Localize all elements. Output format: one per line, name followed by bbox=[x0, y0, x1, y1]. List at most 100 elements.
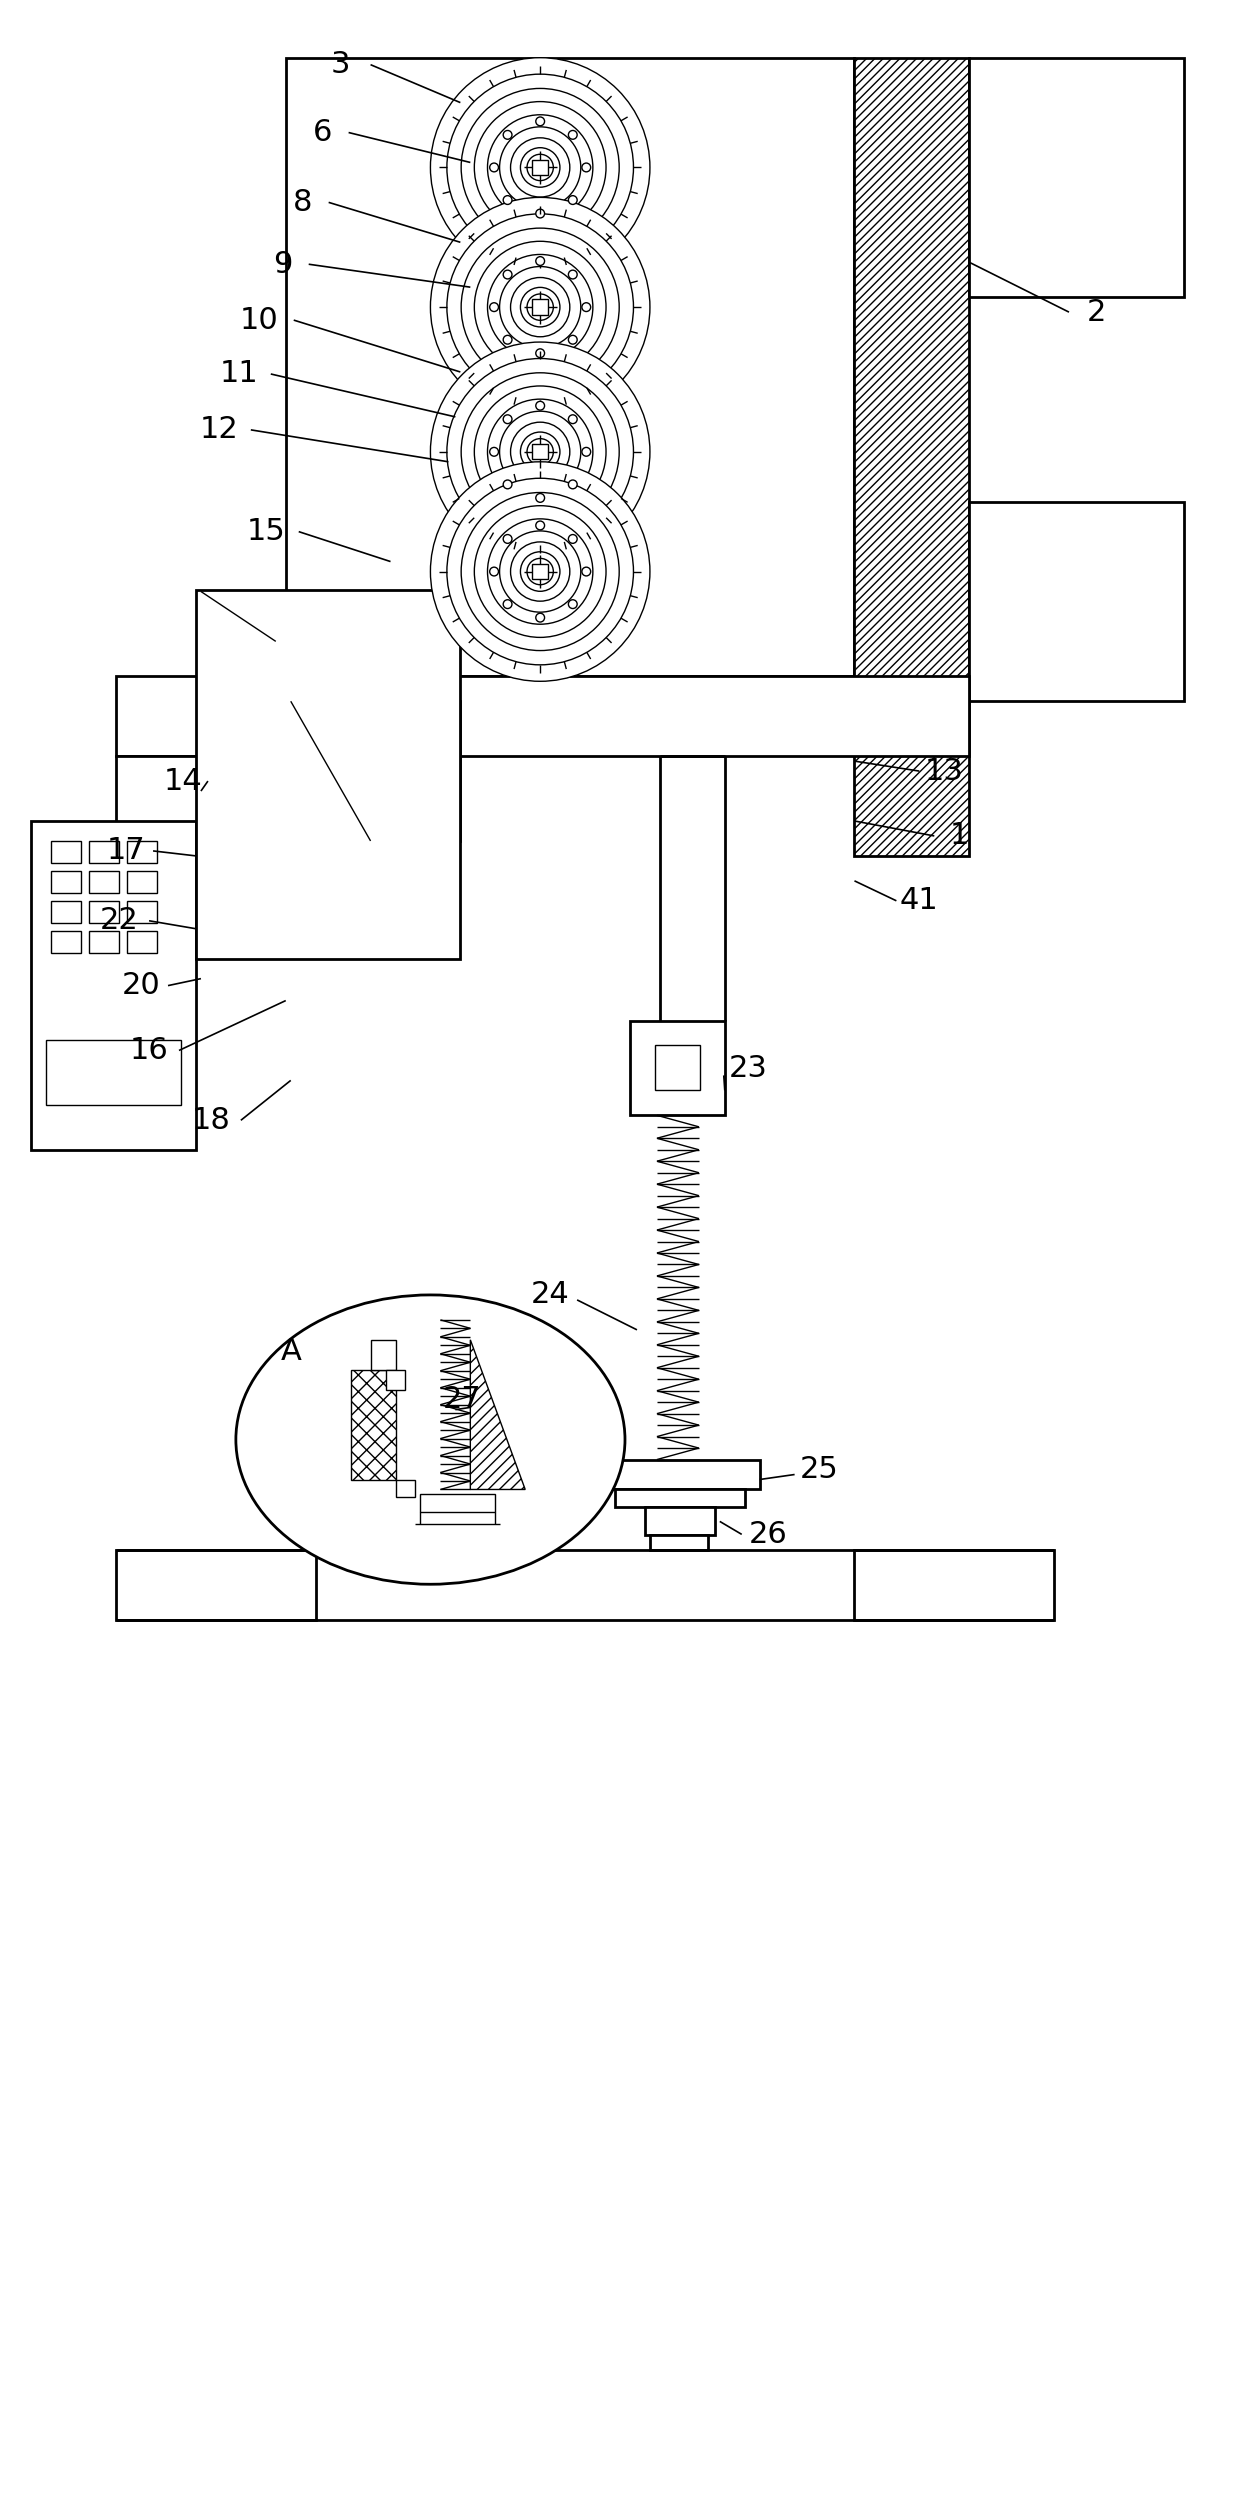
Circle shape bbox=[503, 335, 512, 345]
Bar bbox=[290, 702, 371, 840]
Circle shape bbox=[527, 438, 553, 465]
Bar bbox=[51, 931, 81, 954]
Circle shape bbox=[568, 196, 577, 204]
Circle shape bbox=[500, 410, 580, 493]
Bar bbox=[532, 445, 548, 460]
Circle shape bbox=[430, 196, 650, 418]
Circle shape bbox=[521, 148, 560, 186]
Circle shape bbox=[487, 518, 593, 624]
Text: 23: 23 bbox=[728, 1054, 768, 1082]
Circle shape bbox=[568, 269, 577, 279]
Circle shape bbox=[511, 541, 570, 601]
Bar bbox=[600, 1459, 760, 1489]
Bar bbox=[420, 1495, 495, 1512]
Text: 20: 20 bbox=[122, 971, 160, 1001]
Bar bbox=[46, 1042, 181, 1105]
Text: 10: 10 bbox=[239, 304, 278, 335]
Circle shape bbox=[487, 400, 593, 506]
Bar bbox=[970, 58, 1184, 297]
Circle shape bbox=[475, 385, 606, 518]
Circle shape bbox=[511, 423, 570, 481]
Bar bbox=[396, 1479, 415, 1497]
Circle shape bbox=[536, 350, 544, 357]
Circle shape bbox=[446, 73, 634, 262]
Bar bbox=[970, 501, 1184, 702]
Bar bbox=[351, 1369, 396, 1479]
Bar bbox=[223, 757, 278, 795]
Text: 22: 22 bbox=[99, 906, 139, 936]
Bar bbox=[51, 871, 81, 893]
Circle shape bbox=[503, 415, 512, 423]
Text: 41: 41 bbox=[900, 886, 939, 916]
Circle shape bbox=[521, 551, 560, 591]
Text: 3: 3 bbox=[331, 50, 351, 78]
Circle shape bbox=[430, 342, 650, 561]
Circle shape bbox=[521, 287, 560, 327]
Circle shape bbox=[503, 481, 512, 488]
Bar bbox=[128, 901, 157, 923]
Circle shape bbox=[536, 521, 544, 531]
Bar bbox=[371, 702, 460, 840]
Bar bbox=[532, 299, 548, 314]
Bar bbox=[655, 1047, 699, 1089]
Circle shape bbox=[582, 448, 590, 455]
Bar bbox=[51, 901, 81, 923]
Circle shape bbox=[527, 153, 553, 181]
Circle shape bbox=[475, 101, 606, 234]
Text: 1: 1 bbox=[950, 820, 968, 850]
Text: 18: 18 bbox=[191, 1107, 231, 1135]
Circle shape bbox=[568, 335, 577, 345]
Bar bbox=[89, 871, 119, 893]
Bar bbox=[854, 58, 970, 855]
Circle shape bbox=[487, 116, 593, 219]
Bar bbox=[117, 677, 970, 757]
Text: 27: 27 bbox=[443, 1386, 481, 1414]
Circle shape bbox=[490, 566, 498, 576]
Bar bbox=[532, 159, 548, 176]
Circle shape bbox=[475, 242, 606, 372]
Bar bbox=[201, 642, 290, 757]
Text: 26: 26 bbox=[748, 1520, 787, 1550]
Circle shape bbox=[521, 433, 560, 470]
Circle shape bbox=[582, 164, 590, 171]
Text: 14: 14 bbox=[164, 767, 202, 795]
Text: 25: 25 bbox=[800, 1454, 839, 1484]
Circle shape bbox=[500, 267, 580, 347]
Circle shape bbox=[490, 302, 498, 312]
Circle shape bbox=[446, 214, 634, 400]
Text: 9: 9 bbox=[273, 249, 293, 279]
Circle shape bbox=[568, 481, 577, 488]
Bar bbox=[89, 931, 119, 954]
Circle shape bbox=[511, 277, 570, 337]
Circle shape bbox=[461, 88, 619, 247]
Text: A: A bbox=[280, 1339, 301, 1366]
Circle shape bbox=[503, 196, 512, 204]
Circle shape bbox=[487, 254, 593, 360]
Circle shape bbox=[446, 478, 634, 664]
Bar bbox=[196, 589, 460, 959]
Polygon shape bbox=[470, 1341, 526, 1489]
Circle shape bbox=[503, 269, 512, 279]
Text: 8: 8 bbox=[293, 189, 312, 216]
Bar bbox=[89, 840, 119, 863]
Bar bbox=[630, 1021, 724, 1115]
Circle shape bbox=[527, 559, 553, 584]
Circle shape bbox=[536, 257, 544, 264]
Circle shape bbox=[500, 531, 580, 611]
Circle shape bbox=[503, 599, 512, 609]
Bar bbox=[371, 1341, 396, 1369]
Bar bbox=[201, 591, 275, 647]
Circle shape bbox=[536, 209, 544, 219]
Text: 13: 13 bbox=[925, 757, 963, 785]
Bar bbox=[128, 871, 157, 893]
Bar bbox=[532, 564, 548, 579]
Circle shape bbox=[490, 448, 498, 455]
Bar bbox=[89, 901, 119, 923]
Circle shape bbox=[568, 131, 577, 138]
Bar bbox=[128, 931, 157, 954]
Circle shape bbox=[461, 229, 619, 385]
Circle shape bbox=[461, 372, 619, 531]
Circle shape bbox=[446, 357, 634, 546]
Bar bbox=[117, 1550, 316, 1620]
Circle shape bbox=[536, 614, 544, 621]
